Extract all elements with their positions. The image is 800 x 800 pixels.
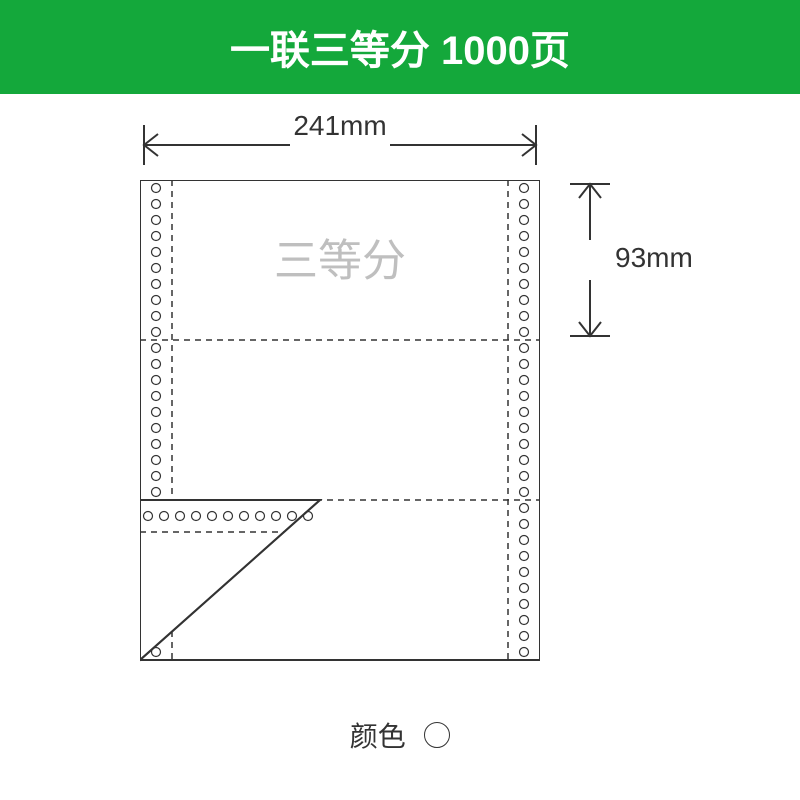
width-label: 241mm <box>140 110 540 142</box>
color-footer: 颜色 <box>0 715 800 755</box>
color-swatch <box>424 722 450 748</box>
svg-text:三等分: 三等分 <box>274 236 406 285</box>
title-banner: 一联三等分 1000页 <box>0 0 800 94</box>
title-text: 一联三等分 1000页 <box>230 29 570 73</box>
color-label: 颜色 <box>350 715 406 755</box>
height-dimension: 93mm <box>570 180 690 340</box>
width-dimension: 241mm <box>140 110 540 170</box>
paper-sheet: 三等分 <box>140 180 540 660</box>
height-label: 93mm <box>615 242 693 274</box>
paper-diagram: 241mm 93mm 三等分 <box>140 110 700 710</box>
